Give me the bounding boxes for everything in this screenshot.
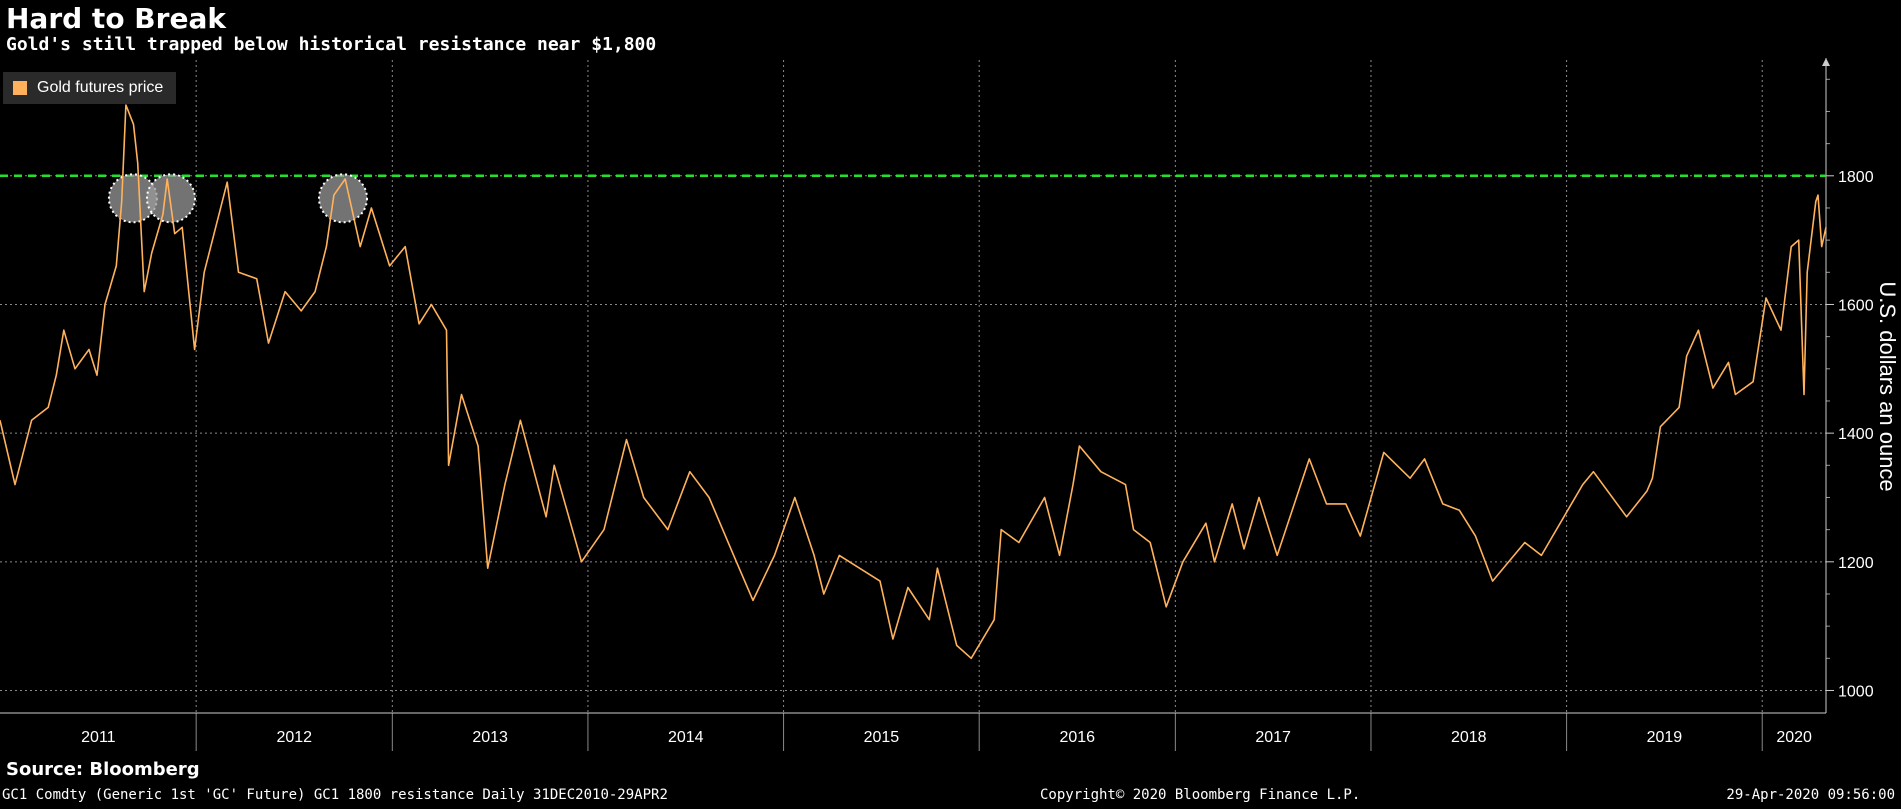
y-tick-label: 1400 (1838, 426, 1874, 443)
x-tick-label: 2012 (276, 729, 312, 746)
x-tick-label: 2011 (81, 729, 116, 746)
legend-label: Gold futures price (37, 79, 164, 96)
source-label: Source: Bloomberg (6, 759, 200, 780)
y-tick-label: 1000 (1838, 683, 1874, 700)
x-tick-label: 2018 (1451, 729, 1487, 746)
y-tick-label: 1600 (1838, 297, 1874, 314)
x-tick-label: 2014 (668, 729, 704, 746)
x-tick-label: 2015 (864, 729, 900, 746)
footer-ticker-text: GC1 Comdty (Generic 1st 'GC' Future) GC1… (2, 787, 668, 803)
x-tick-label: 2013 (472, 729, 508, 746)
highlight-circle (145, 173, 196, 224)
footer-copyright: Copyright© 2020 Bloomberg Finance L.P. (1040, 787, 1361, 803)
footer-timestamp: 29-Apr-2020 09:56:00 (1726, 787, 1895, 803)
y-tick-label: 1200 (1838, 555, 1874, 572)
x-tick-label: 2017 (1255, 729, 1291, 746)
y-tick-label: 1800 (1838, 169, 1874, 186)
chart-title: Hard to Break (6, 2, 226, 35)
x-tick-label: 2016 (1059, 729, 1095, 746)
x-tick-label: 2020 (1776, 729, 1812, 746)
plot-area (0, 60, 1826, 713)
x-tick-label: 2019 (1647, 729, 1683, 746)
gold-price-line (0, 104, 1827, 660)
chart-subtitle: Gold's still trapped below historical re… (6, 34, 657, 55)
y-axis-arrow (1822, 58, 1830, 66)
y-axis-title: U.S. dollars an ounce (1875, 281, 1900, 491)
legend-swatch (13, 81, 27, 95)
legend: Gold futures price (3, 72, 176, 104)
